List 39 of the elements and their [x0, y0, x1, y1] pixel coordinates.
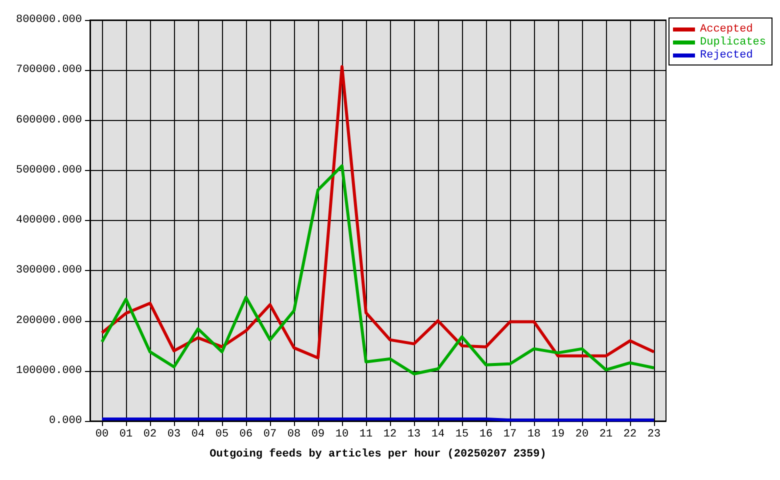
x-tick-label: 17 [503, 428, 517, 440]
x-tick-label: 13 [407, 428, 421, 440]
y-tick-label: 100000.000 [16, 364, 82, 377]
y-tick-label: 800000.000 [16, 14, 82, 26]
y-tick-label: 0.000 [48, 415, 82, 427]
y-tick-label: 200000.000 [16, 314, 82, 327]
x-tick-label: 07 [263, 428, 277, 440]
x-tick-label: 03 [167, 428, 181, 440]
line-series [100, 65, 656, 360]
line-series [100, 164, 656, 376]
y-tick-label: 500000.000 [16, 164, 82, 176]
x-tick-label: 18 [527, 428, 541, 440]
x-tick-label: 14 [431, 428, 445, 440]
y-tick-label: 300000.000 [16, 264, 82, 277]
y-tick-label: 400000.000 [16, 214, 82, 226]
legend-label: Accepted [700, 24, 753, 36]
x-tick-label: 16 [479, 428, 493, 440]
x-tick-label: 02 [143, 428, 157, 440]
x-tick-label: 11 [359, 428, 373, 440]
x-tick-label: 08 [287, 428, 301, 440]
y-tick-label: 600000.000 [16, 114, 82, 126]
x-tick-label: 20 [575, 428, 589, 440]
x-tick-label: 10 [335, 428, 349, 440]
x-tick-label: 05 [215, 428, 229, 440]
x-axis-title: Outgoing feeds by articles per hour (20250207 2359) [210, 448, 546, 460]
x-tick-label: 23 [647, 428, 661, 440]
x-tick-label: 21 [599, 428, 613, 440]
x-tick-label: 00 [95, 428, 109, 440]
x-tick-label: 19 [551, 428, 565, 440]
x-tick-label: 22 [623, 428, 637, 440]
x-tick-label: 09 [311, 428, 325, 440]
legend-label: Duplicates [700, 36, 766, 48]
y-tick-label: 700000.000 [16, 64, 82, 76]
x-tick-label: 12 [383, 428, 397, 440]
x-tick-label: 15 [455, 428, 469, 440]
x-tick-label: 06 [239, 428, 253, 440]
x-tick-label: 04 [191, 428, 205, 440]
legend-label: Rejected [700, 50, 753, 62]
x-tick-label: 01 [119, 428, 133, 440]
